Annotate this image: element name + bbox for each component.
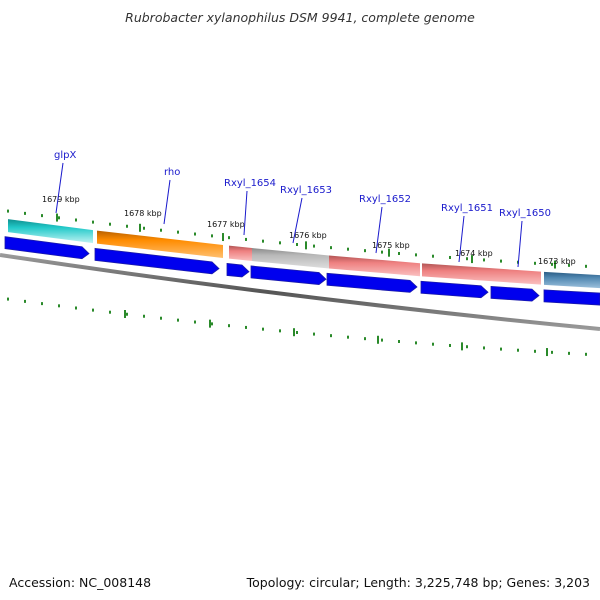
cds-arrow[interactable] bbox=[4, 236, 90, 260]
tick-marks bbox=[7, 209, 587, 357]
accession-text: Accession: NC_008148 bbox=[9, 575, 152, 590]
cds-arrows bbox=[4, 236, 600, 306]
gene-label-leader bbox=[517, 220, 523, 268]
gene-label[interactable]: rho bbox=[164, 167, 180, 178]
cds-arrow[interactable] bbox=[250, 265, 327, 285]
gene-feature-bar[interactable] bbox=[8, 219, 93, 244]
gene-label[interactable]: Rxyl_1653 bbox=[280, 185, 332, 196]
cds-arrow[interactable] bbox=[420, 280, 489, 299]
kbp-label: 1678 kbp bbox=[124, 209, 162, 218]
gene-feature-bar[interactable] bbox=[544, 271, 600, 289]
kbp-label: 1676 kbp bbox=[289, 231, 327, 240]
gene-label-leader bbox=[375, 206, 383, 254]
kbp-label: 1677 kbp bbox=[207, 220, 245, 229]
gene-feature-bar[interactable] bbox=[329, 255, 420, 277]
page-title: Rubrobacter xylanophilus DSM 9941, compl… bbox=[125, 10, 475, 25]
cds-arrow[interactable] bbox=[543, 289, 600, 306]
gene-feature-bar[interactable] bbox=[97, 230, 223, 259]
kbp-label: 1673 kbp bbox=[538, 257, 576, 266]
gene-feature-bar[interactable] bbox=[229, 245, 252, 262]
gene-label-leader bbox=[243, 190, 248, 236]
gene-label[interactable]: Rxyl_1651 bbox=[441, 203, 493, 214]
topology-text: Topology: circular; Length: 3,225,748 bp… bbox=[246, 575, 590, 590]
genome-backbone bbox=[0, 253, 600, 331]
gene-feature-bar[interactable] bbox=[422, 263, 541, 285]
gene-label[interactable]: Rxyl_1652 bbox=[359, 194, 411, 205]
feature-bars bbox=[8, 219, 600, 289]
gene-label-leader bbox=[458, 215, 465, 263]
kbp-label: 1679 kbp bbox=[42, 195, 80, 204]
gene-feature-bar[interactable] bbox=[252, 248, 329, 269]
gene-label-leader bbox=[55, 162, 64, 214]
gene-label[interactable]: Rxyl_1654 bbox=[224, 178, 276, 189]
cds-arrow[interactable] bbox=[326, 272, 418, 293]
cds-arrow[interactable] bbox=[94, 247, 220, 275]
gene-label-leader bbox=[292, 197, 303, 244]
kbp-labels: 1679 kbp 1678 kbp 1677 kbp 1676 kbp 1675 kbp… bbox=[42, 195, 576, 266]
cds-arrow[interactable] bbox=[490, 285, 540, 302]
gene-label-leader bbox=[163, 179, 171, 225]
gene-label[interactable]: Rxyl_1650 bbox=[499, 208, 551, 219]
cds-arrow[interactable] bbox=[226, 263, 250, 278]
gene-label[interactable]: glpX bbox=[54, 150, 76, 161]
gene-labels: glpX rho Rxyl_1654 Rxyl_1653 Rxyl_1652 Rxyl_1… bbox=[54, 150, 551, 268]
kbp-label: 1674 kbp bbox=[455, 249, 493, 258]
kbp-label: 1675 kbp bbox=[372, 241, 410, 250]
